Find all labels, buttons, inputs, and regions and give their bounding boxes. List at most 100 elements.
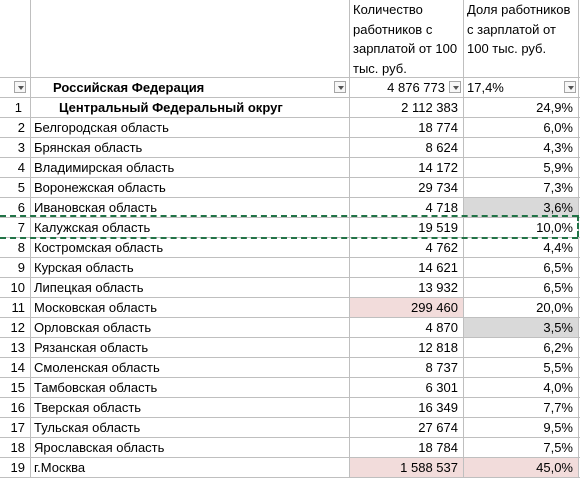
total-row-share[interactable]: 17,4% — [464, 78, 578, 97]
row-number[interactable]: 4 — [17, 160, 25, 175]
worker-share[interactable]: 5,9% — [543, 160, 573, 175]
worker-count[interactable]: 299 460 — [350, 298, 463, 317]
worker-share[interactable]: 9,5% — [543, 420, 573, 435]
region-name[interactable]: Брянская область — [34, 140, 143, 155]
worker-share[interactable]: 7,7% — [543, 400, 573, 415]
row-number[interactable]: 2 — [17, 120, 25, 135]
region-name[interactable]: Рязанская область — [34, 340, 149, 355]
row-gridline — [0, 217, 580, 218]
region-name[interactable]: Тверская область — [34, 400, 142, 415]
row-number[interactable]: 8 — [17, 240, 25, 255]
region-name[interactable]: Центральный Федеральный округ — [59, 100, 283, 115]
row-number[interactable]: 3 — [17, 140, 25, 155]
worker-share[interactable]: 7,5% — [543, 440, 573, 455]
row-number[interactable]: 14 — [10, 360, 25, 375]
region-name[interactable]: Калужская область — [34, 220, 151, 235]
worker-count[interactable]: 8 624 — [425, 140, 458, 155]
row-number[interactable]: 15 — [10, 380, 25, 395]
header-count-label: Количество работников с зарплатой от 100… — [353, 2, 458, 76]
column-gridline — [30, 0, 31, 478]
region-name[interactable]: Ивановская область — [34, 200, 157, 215]
worker-count[interactable]: 27 674 — [418, 420, 458, 435]
region-name[interactable]: Орловская область — [34, 320, 152, 335]
worker-count[interactable]: 4 762 — [425, 240, 458, 255]
worker-count[interactable]: 16 349 — [418, 400, 458, 415]
worker-share[interactable]: 3,6% — [464, 198, 578, 217]
row-number[interactable]: 12 — [10, 320, 25, 335]
worker-share[interactable]: 4,0% — [543, 380, 573, 395]
filter-dropdown-icon[interactable] — [334, 81, 346, 93]
region-name[interactable]: Липецкая область — [34, 280, 144, 295]
total-row-num-cell[interactable] — [0, 78, 30, 97]
worker-share[interactable]: 10,0% — [536, 220, 573, 235]
worker-count[interactable]: 1 588 537 — [350, 458, 463, 477]
header-count[interactable]: Количество работников с зарплатой от 100… — [350, 0, 463, 77]
region-name[interactable]: Белгородская область — [34, 120, 169, 135]
worker-count[interactable]: 4 870 — [425, 320, 458, 335]
worker-count[interactable]: 29 734 — [418, 180, 458, 195]
worker-count[interactable]: 18 784 — [418, 440, 458, 455]
row-gridline — [0, 137, 580, 138]
worker-share[interactable]: 20,0% — [536, 300, 573, 315]
worker-count[interactable]: 12 818 — [418, 340, 458, 355]
row-gridline — [0, 337, 580, 338]
region-name[interactable]: Тульская область — [34, 420, 141, 435]
worker-count[interactable]: 14 621 — [418, 260, 458, 275]
worker-count[interactable]: 8 737 — [425, 360, 458, 375]
row-gridline — [0, 277, 580, 278]
row-number[interactable]: 19 — [10, 460, 25, 475]
row-number[interactable]: 13 — [10, 340, 25, 355]
row-number[interactable]: 9 — [17, 260, 25, 275]
filter-dropdown-icon[interactable] — [564, 81, 576, 93]
region-name[interactable]: Владимирская область — [34, 160, 175, 175]
worker-share[interactable]: 3,5% — [464, 318, 578, 337]
filter-dropdown-icon[interactable] — [449, 81, 461, 93]
header-share[interactable]: Доля работников с зарплатой от 100 тыс. … — [464, 0, 578, 77]
total-row-name[interactable]: Российская Федерация — [31, 78, 349, 97]
worker-count[interactable]: 14 172 — [418, 160, 458, 175]
copy-marquee — [0, 215, 578, 217]
filter-sort-icon[interactable] — [14, 81, 26, 93]
region-name[interactable]: Тамбовская область — [34, 380, 158, 395]
row-number[interactable]: 5 — [17, 180, 25, 195]
worker-share[interactable]: 5,5% — [543, 360, 573, 375]
worker-share[interactable]: 4,3% — [543, 140, 573, 155]
row-number[interactable]: 6 — [17, 200, 25, 215]
worker-share[interactable]: 6,2% — [543, 340, 573, 355]
row-number[interactable]: 7 — [17, 220, 25, 235]
worker-count[interactable]: 4 718 — [425, 200, 458, 215]
header-share-label: Доля работников с зарплатой от 100 тыс. … — [467, 2, 571, 56]
worker-share[interactable]: 45,0% — [464, 458, 578, 477]
region-name[interactable]: Смоленская область — [34, 360, 160, 375]
row-number[interactable]: 11 — [11, 300, 26, 315]
region-name[interactable]: г.Москва — [34, 460, 86, 475]
region-name[interactable]: Курская область — [34, 260, 134, 275]
row-gridline — [0, 197, 580, 198]
copy-marquee — [0, 237, 578, 239]
worker-count[interactable]: 13 932 — [418, 280, 458, 295]
worker-count[interactable]: 2 112 383 — [401, 100, 458, 115]
worker-share[interactable]: 6,0% — [543, 120, 573, 135]
row-gridline — [0, 77, 580, 78]
region-name[interactable]: Московская область — [34, 300, 158, 315]
worker-share[interactable]: 7,3% — [543, 180, 573, 195]
worker-share[interactable]: 24,9% — [536, 100, 573, 115]
worker-count[interactable]: 18 774 — [418, 120, 458, 135]
row-number[interactable]: 17 — [10, 420, 25, 435]
row-number[interactable]: 1 — [14, 100, 22, 115]
row-gridline — [0, 457, 580, 458]
region-name[interactable]: Костромская область — [34, 240, 164, 255]
row-number[interactable]: 10 — [10, 280, 25, 295]
row-gridline — [0, 357, 580, 358]
worker-share[interactable]: 6,5% — [543, 280, 573, 295]
worker-count[interactable]: 6 301 — [425, 380, 458, 395]
region-name[interactable]: Воронежская область — [34, 180, 166, 195]
row-number[interactable]: 18 — [10, 440, 25, 455]
total-row-count[interactable]: 4 876 773 — [350, 78, 463, 97]
region-name[interactable]: Ярославская область — [34, 440, 165, 455]
worker-share[interactable]: 6,5% — [543, 260, 573, 275]
worker-share[interactable]: 4,4% — [543, 240, 573, 255]
row-number[interactable]: 16 — [10, 400, 25, 415]
worker-count[interactable]: 19 519 — [418, 220, 458, 235]
